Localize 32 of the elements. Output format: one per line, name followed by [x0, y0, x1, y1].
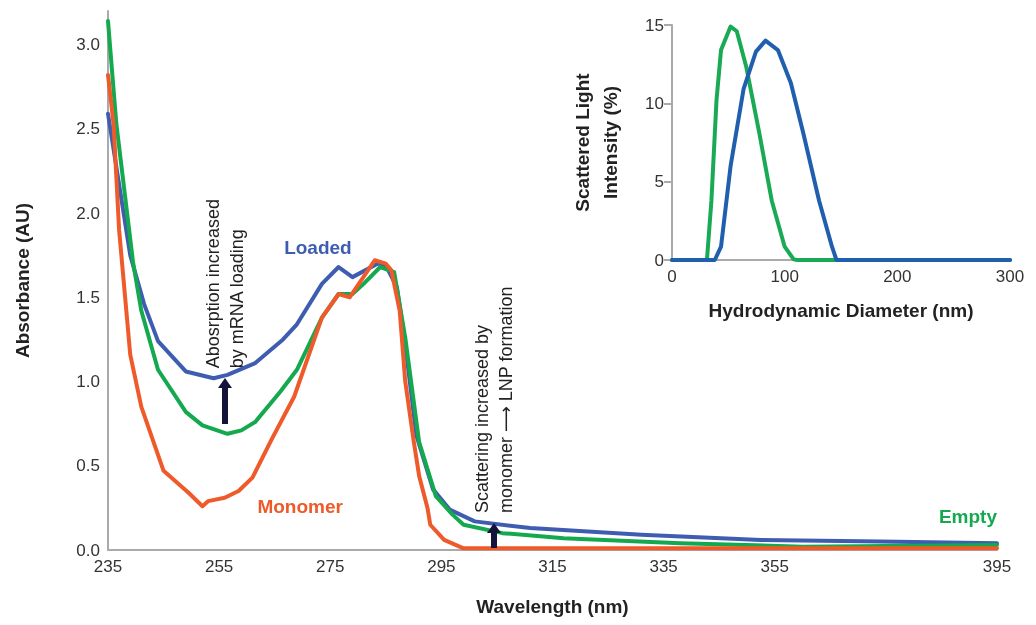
x-tick-label: 200 — [883, 267, 912, 286]
y-tick-label: 2.5 — [76, 119, 100, 139]
x-tick-label: 335 — [649, 557, 678, 576]
series-label: Loaded — [284, 237, 352, 259]
y-tick-label: 5 — [654, 172, 664, 192]
x-tick-label: 0 — [667, 267, 677, 286]
x-axis-title: Wavelength (nm) — [476, 595, 629, 617]
x-tick-label: 395 — [982, 557, 1012, 576]
annotation: Abosrption increased by mRNA loading — [202, 199, 247, 369]
series-label: Monomer — [257, 496, 344, 518]
series-label: Empty — [938, 506, 998, 528]
x-tick-label: 275 — [316, 557, 345, 576]
y-tick-label: 15 — [645, 15, 664, 35]
y-tick-label: 1.0 — [76, 372, 100, 392]
annotation: Scattering increased by monomer ⟶ LNP formation — [472, 286, 517, 514]
x-tick-label: 300 — [995, 267, 1025, 286]
y-axis-title: Scattered Light Intensity (%) — [571, 72, 621, 212]
x-tick-label: 295 — [427, 557, 456, 576]
x-tick-label: 355 — [760, 557, 789, 576]
x-tick-label: 100 — [770, 267, 799, 286]
y-tick-label: 0.5 — [76, 456, 100, 476]
x-tick-label: 315 — [538, 557, 567, 576]
y-tick-label: 3.0 — [76, 35, 100, 55]
y-tick-label: 2.0 — [76, 203, 100, 223]
x-tick-label: 255 — [204, 557, 234, 576]
y-tick-label: 1.5 — [76, 287, 100, 307]
y-tick-label: 0.0 — [76, 540, 100, 560]
y-tick-label: 10 — [645, 93, 664, 113]
x-axis-title: Hydrodynamic Diameter (nm) — [708, 299, 974, 321]
x-tick-label: 235 — [93, 557, 123, 576]
y-tick-label: 0 — [654, 250, 664, 270]
y-axis-title: Absorbance (AU) — [11, 202, 33, 359]
